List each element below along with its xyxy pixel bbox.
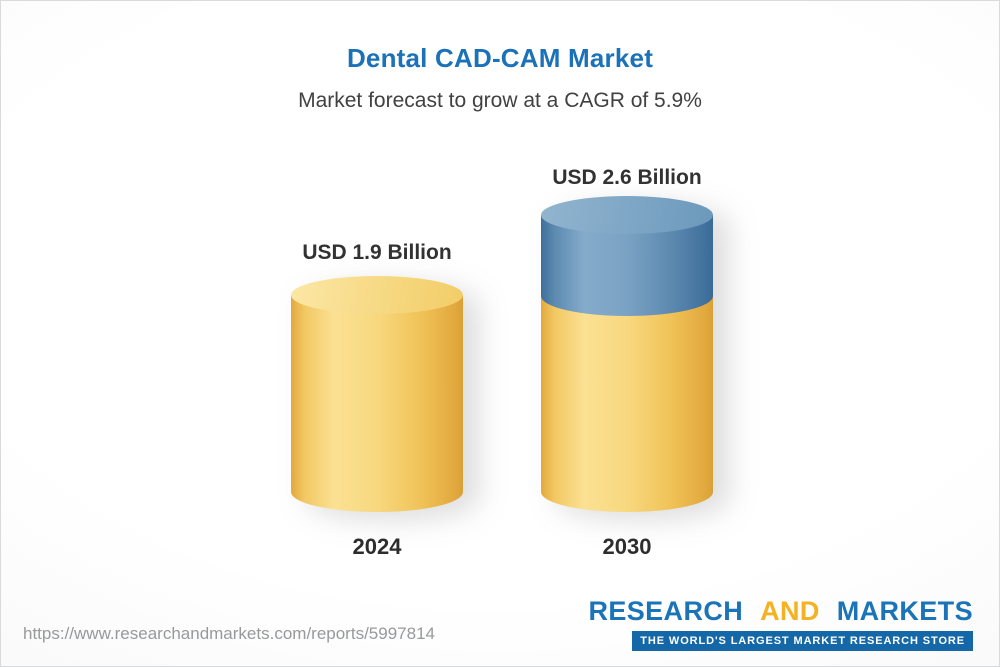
- chart-title: Dental CAD-CAM Market: [346, 43, 654, 73]
- chart-subtitle: Market forecast to grow at a CAGR of 5.9…: [298, 89, 702, 112]
- brand-logo: RESEARCH AND MARKETS THE WORLD'S LARGEST…: [588, 596, 973, 651]
- bar-2030-top-ellipse: [541, 196, 713, 234]
- brand-word-research: RESEARCH: [588, 596, 744, 626]
- brand-word-and: AND: [760, 596, 820, 626]
- brand-name: RESEARCH AND MARKETS: [588, 596, 973, 627]
- bar-2030-base-segment: [541, 296, 713, 512]
- brand-tagline: THE WORLD'S LARGEST MARKET RESEARCH STOR…: [632, 631, 973, 651]
- value-label-2030: USD 2.6 Billion: [552, 166, 702, 189]
- brand-word-markets: MARKETS: [836, 596, 973, 626]
- bar-2024-cylinder: [291, 276, 463, 516]
- value-label-2024: USD 1.9 Billion: [302, 241, 452, 264]
- axis-label-2030: 2030: [602, 534, 652, 559]
- report-url: https://www.researchandmarkets.com/repor…: [23, 624, 435, 643]
- bar-2030-cylinder: [541, 196, 713, 518]
- axis-label-2024: 2024: [352, 534, 402, 559]
- bar-2024-body-segment: [291, 295, 463, 512]
- bar-2024-top-ellipse: [291, 276, 463, 314]
